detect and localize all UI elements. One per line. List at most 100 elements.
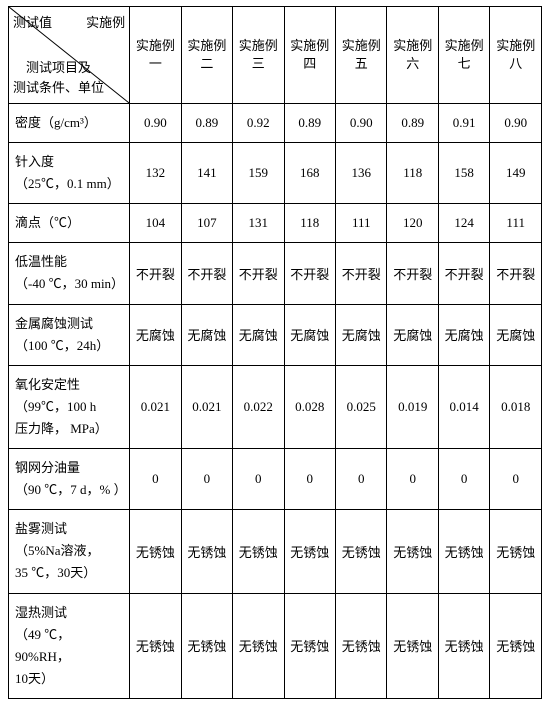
table-cell: 118 — [284, 204, 335, 243]
table-cell: 无锈蚀 — [181, 593, 232, 698]
table-cell: 118 — [387, 143, 438, 204]
table-cell: 不开裂 — [130, 243, 181, 304]
table-cell: 无锈蚀 — [490, 593, 542, 698]
table-row: 金属腐蚀测试（100 ℃，24h）无腐蚀无腐蚀无腐蚀无腐蚀无腐蚀无腐蚀无腐蚀无腐… — [9, 304, 542, 365]
table-cell: 111 — [336, 204, 387, 243]
table-cell: 158 — [438, 143, 489, 204]
column-header-line1: 实施例 — [492, 37, 539, 55]
row-header: 钢网分油量 （90 ℃，7 d，% ） — [9, 449, 130, 510]
table-cell: 不开裂 — [336, 243, 387, 304]
column-header-line2: 四 — [287, 55, 333, 73]
row-header-line: 10天） — [15, 671, 54, 686]
table-cell: 0 — [284, 449, 335, 510]
column-header: 实施例八 — [490, 7, 542, 104]
column-header-line1: 实施例 — [132, 37, 178, 55]
table-row: 密度（g/cm³）0.900.890.920.890.900.890.910.9… — [9, 104, 542, 143]
column-header: 实施例四 — [284, 7, 335, 104]
table-cell: 0.89 — [181, 104, 232, 143]
diag-bottom-label: 测试项目及 测试条件、单位 — [13, 58, 104, 97]
table-cell: 0 — [336, 449, 387, 510]
table-cell: 无腐蚀 — [438, 304, 489, 365]
table-cell: 111 — [490, 204, 542, 243]
table-cell: 不开裂 — [490, 243, 542, 304]
column-header-line1: 实施例 — [338, 37, 384, 55]
table-cell: 0 — [387, 449, 438, 510]
row-header-line: 滴点（℃） — [15, 215, 80, 230]
table-row: 盐雾测试（5%Na溶液， 35 ℃，30天）无锈蚀无锈蚀无锈蚀无锈蚀无锈蚀无锈蚀… — [9, 510, 542, 593]
table-cell: 无锈蚀 — [181, 510, 232, 593]
table-cell: 0.028 — [284, 365, 335, 448]
column-header-line2: 八 — [492, 55, 539, 73]
column-header-line2: 七 — [441, 55, 487, 73]
table-cell: 不开裂 — [387, 243, 438, 304]
column-header-line1: 实施例 — [287, 37, 333, 55]
table-cell: 0.019 — [387, 365, 438, 448]
diag-example-label: 实施例 — [86, 13, 125, 33]
table-row: 湿热测试（49 ℃，90%RH， 10天）无锈蚀无锈蚀无锈蚀无锈蚀无锈蚀无锈蚀无… — [9, 593, 542, 698]
column-header-line2: 五 — [338, 55, 384, 73]
table-cell: 0 — [181, 449, 232, 510]
column-header-line2: 六 — [389, 55, 435, 73]
table-cell: 0.021 — [181, 365, 232, 448]
table-cell: 无锈蚀 — [336, 510, 387, 593]
row-header-line: 密度（g/cm³） — [15, 115, 97, 130]
diag-test-value-label: 测试值 — [13, 13, 52, 33]
row-header: 湿热测试（49 ℃，90%RH， 10天） — [9, 593, 130, 698]
column-header: 实施例一 — [130, 7, 181, 104]
table-row: 氧化安定性（99℃，100 h压力降， MPa）0.0210.0210.0220… — [9, 365, 542, 448]
table-row: 钢网分油量（90 ℃，7 d，% ）00000000 — [9, 449, 542, 510]
column-header-line1: 实施例 — [441, 37, 487, 55]
table-cell: 0 — [490, 449, 542, 510]
row-header-line: 湿热测试 — [15, 605, 67, 620]
table-row: 滴点（℃）104107131118111120124111 — [9, 204, 542, 243]
table-cell: 107 — [181, 204, 232, 243]
table-cell: 不开裂 — [181, 243, 232, 304]
column-header: 实施例七 — [438, 7, 489, 104]
row-header-line: （90 ℃，7 d，% ） — [15, 482, 127, 497]
table-cell: 不开裂 — [233, 243, 284, 304]
table-cell: 无腐蚀 — [233, 304, 284, 365]
table-cell: 131 — [233, 204, 284, 243]
table-cell: 无锈蚀 — [438, 510, 489, 593]
table-cell: 无腐蚀 — [336, 304, 387, 365]
row-header: 密度（g/cm³） — [9, 104, 130, 143]
row-header-line: 针入度 — [15, 154, 54, 169]
table-cell: 141 — [181, 143, 232, 204]
table-cell: 无锈蚀 — [284, 593, 335, 698]
table-cell: 无锈蚀 — [130, 593, 181, 698]
table-cell: 无腐蚀 — [181, 304, 232, 365]
table-cell: 168 — [284, 143, 335, 204]
row-header: 滴点（℃） — [9, 204, 130, 243]
table-row: 低温性能（-40 ℃，30 min）不开裂不开裂不开裂不开裂不开裂不开裂不开裂不… — [9, 243, 542, 304]
table-cell: 0.025 — [336, 365, 387, 448]
row-header-line: （-40 ℃，30 min） — [15, 276, 124, 291]
table-cell: 159 — [233, 143, 284, 204]
table-cell: 132 — [130, 143, 181, 204]
table-cell: 0.89 — [284, 104, 335, 143]
column-header-line2: 三 — [235, 55, 281, 73]
column-header-line2: 二 — [184, 55, 230, 73]
row-header-line: （100 ℃，24h） — [15, 338, 109, 353]
table-cell: 无锈蚀 — [233, 593, 284, 698]
table-cell: 无锈蚀 — [284, 510, 335, 593]
column-header: 实施例五 — [336, 7, 387, 104]
row-header: 低温性能（-40 ℃，30 min） — [9, 243, 130, 304]
table-cell: 无腐蚀 — [284, 304, 335, 365]
row-header-line: 盐雾测试 — [15, 521, 67, 536]
table-cell: 无锈蚀 — [336, 593, 387, 698]
table-cell: 0.92 — [233, 104, 284, 143]
table-cell: 无锈蚀 — [438, 593, 489, 698]
row-header: 针入度（25℃，0.1 mm） — [9, 143, 130, 204]
table-cell: 0.021 — [130, 365, 181, 448]
table-cell: 0 — [130, 449, 181, 510]
table-body: 密度（g/cm³）0.900.890.920.890.900.890.910.9… — [9, 104, 542, 699]
row-header-line: （5%Na溶液， — [15, 543, 100, 558]
table-cell: 不开裂 — [438, 243, 489, 304]
table-cell: 0.90 — [130, 104, 181, 143]
table-cell: 无腐蚀 — [387, 304, 438, 365]
table-cell: 0.89 — [387, 104, 438, 143]
table-cell: 0.91 — [438, 104, 489, 143]
table-cell: 不开裂 — [284, 243, 335, 304]
table-cell: 无锈蚀 — [490, 510, 542, 593]
row-header-line: 钢网分油量 — [15, 460, 80, 475]
